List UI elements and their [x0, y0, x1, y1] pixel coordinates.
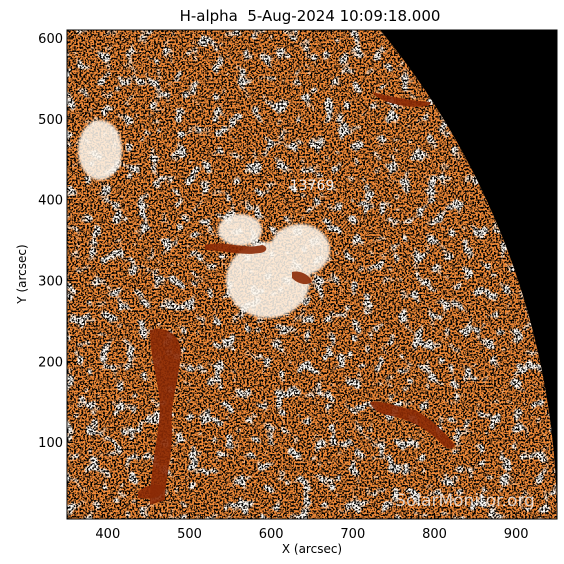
filament-3	[292, 271, 312, 285]
x-tick-label: 800	[422, 527, 447, 542]
x-axis-label: X (arcsec)	[282, 542, 342, 556]
image-title: H-alpha 5-Aug-2024 10:09:18.000	[180, 7, 441, 25]
filament-6	[138, 484, 165, 499]
filament-1	[150, 328, 181, 505]
plot-frame	[66, 29, 558, 520]
filament-5	[372, 92, 431, 107]
y-tick-label: 400	[38, 194, 63, 209]
x-tick-label: 400	[95, 527, 120, 542]
x-axis: 400 500 600 700 800 900	[95, 513, 529, 542]
x-tick-label: 700	[340, 527, 365, 542]
y-tick-label: 500	[38, 113, 63, 128]
y-tick-label: 300	[38, 275, 63, 290]
y-axis-label: Y (arcsec)	[15, 244, 29, 304]
x-tick-label: 500	[177, 527, 202, 542]
filament-4	[370, 401, 455, 449]
y-tick-label: 200	[38, 355, 63, 370]
filaments	[138, 92, 455, 505]
plage-region	[78, 120, 330, 318]
y-axis: 100 200 300 400 500 600	[38, 32, 73, 451]
y-tick-label: 600	[38, 32, 63, 47]
solar-image	[67, 30, 557, 519]
y-tick-label: 100	[38, 436, 63, 451]
watermark: SolarMonitor.org	[395, 491, 535, 511]
active-region-label: 13769	[290, 178, 335, 194]
filament-2	[205, 243, 267, 254]
x-tick-label: 900	[504, 527, 529, 542]
x-tick-label: 600	[259, 527, 284, 542]
